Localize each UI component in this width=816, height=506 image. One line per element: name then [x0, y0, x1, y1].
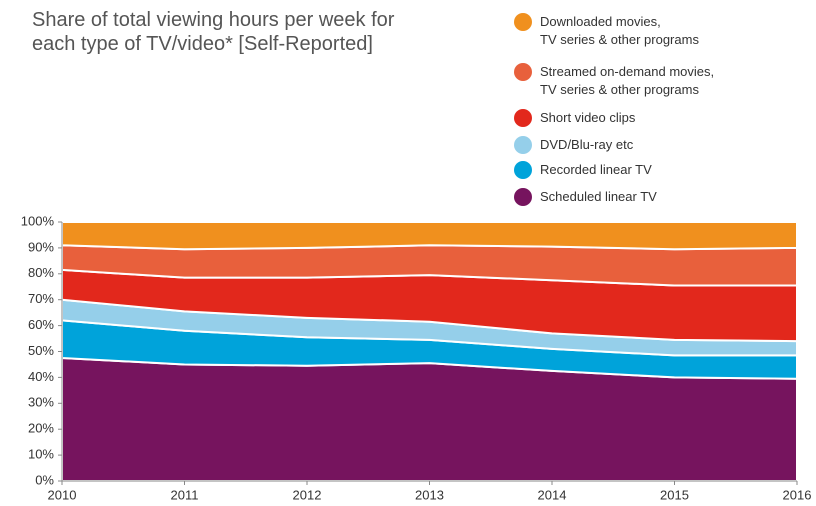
y-tick-label: 20% — [28, 421, 54, 436]
legend-label: Streamed on-demand movies, TV series & o… — [540, 64, 715, 97]
y-tick-label: 30% — [28, 395, 54, 410]
legend-item: Scheduled linear TV — [514, 188, 657, 206]
legend-label: DVD/Blu-ray etc — [540, 137, 634, 152]
legend-label: Recorded linear TV — [540, 162, 652, 177]
legend-item: DVD/Blu-ray etc — [514, 136, 633, 154]
legend-item: Downloaded movies, TV series & other pro… — [514, 13, 699, 49]
y-tick-label: 90% — [28, 239, 54, 254]
legend-item: Short video clips — [514, 109, 635, 127]
chart-title: Share of total viewing hours per week fo… — [32, 9, 395, 55]
legend-label: Scheduled linear TV — [540, 189, 657, 204]
y-tick-label: 0% — [35, 472, 54, 487]
x-tick-label: 2013 — [415, 487, 444, 502]
x-tick-label: 2010 — [48, 487, 77, 502]
legend-label: Short video clips — [540, 110, 636, 125]
x-tick-label: 2016 — [783, 487, 812, 502]
legend-swatch — [514, 109, 532, 127]
x-tick-label: 2014 — [538, 487, 567, 502]
y-tick-label: 40% — [28, 369, 54, 384]
y-tick-label: 60% — [28, 317, 54, 332]
legend-item: Streamed on-demand movies, TV series & o… — [514, 63, 714, 99]
legend-swatch — [514, 161, 532, 179]
y-tick-label: 70% — [28, 291, 54, 306]
legend-swatch — [514, 13, 532, 31]
area — [61, 221, 798, 251]
y-tick-label: 80% — [28, 265, 54, 280]
legend-swatch — [514, 63, 532, 81]
y-tick-label: 50% — [28, 343, 54, 358]
x-tick-label: 2015 — [660, 487, 689, 502]
x-tick-label: 2012 — [293, 487, 322, 502]
legend-label: Downloaded movies, TV series & other pro… — [540, 14, 699, 47]
x-tick-label: 2011 — [171, 487, 199, 502]
legend-swatch — [514, 136, 532, 154]
legend-swatch — [514, 188, 532, 206]
y-tick-label: 10% — [28, 447, 54, 462]
y-tick-label: 100% — [21, 213, 55, 228]
legend-item: Recorded linear TV — [514, 161, 652, 179]
